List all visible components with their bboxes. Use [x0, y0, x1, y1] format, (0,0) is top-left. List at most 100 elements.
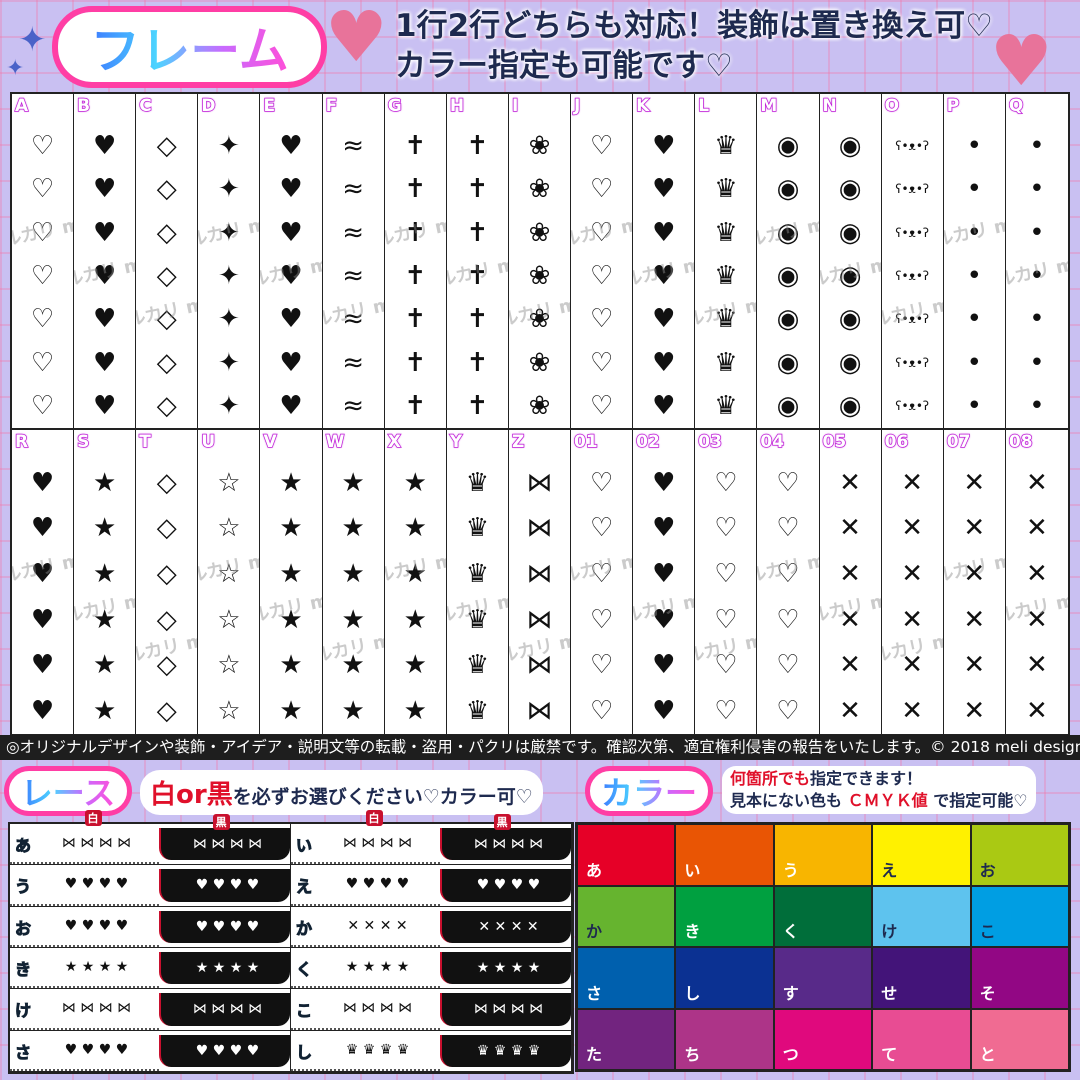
lace-option-け[interactable]: け ⋈ ⋈ ⋈ ⋈ ⋈ ⋈ ⋈ ⋈: [10, 989, 291, 1031]
lace-white-variant[interactable]: 白 ⋈ ⋈ ⋈ ⋈: [291, 810, 440, 865]
lace-black-variant[interactable]: ♥ ♥ ♥ ♥: [440, 869, 571, 902]
lace-white-variant[interactable]: ♥ ♥ ♥ ♥: [10, 865, 159, 906]
lace-option-か[interactable]: か ✕ ✕ ✕ ✕ ✕ ✕ ✕ ✕: [291, 906, 572, 948]
frame-option-I[interactable]: I❀❀❀❀❀❀❀メルカリ meli design 転載盗用持込厳禁: [509, 94, 572, 428]
frame-option-T[interactable]: T◇◇◇◇◇◇メルカリ meli design 転載盗用持込厳禁: [136, 430, 199, 734]
frame-option-05[interactable]: 05✕✕✕✕✕✕メルカリ meli design 転載盗用持込厳禁: [820, 430, 882, 734]
lace-white-variant[interactable]: ★ ★ ★ ★: [10, 948, 159, 989]
frame-option-Y[interactable]: Y♛♛♛♛♛♛メルカリ meli design 転載盗用持込厳禁: [447, 430, 509, 734]
color-swatch-た[interactable]: た: [577, 1008, 676, 1070]
lace-black-variant[interactable]: ♥ ♥ ♥ ♥: [159, 1034, 290, 1067]
color-swatch-と[interactable]: と: [970, 1008, 1069, 1070]
frame-option-V[interactable]: V★★★★★★メルカリ meli design 転載盗用持込厳禁: [260, 430, 323, 734]
lace-option-く[interactable]: く ★ ★ ★ ★ ★ ★ ★ ★: [291, 947, 572, 990]
heart-outline-icon: ♡: [589, 559, 614, 590]
color-swatch-え[interactable]: え: [872, 824, 971, 886]
lace-black-variant[interactable]: ⋈ ⋈ ⋈ ⋈: [159, 993, 290, 1026]
frame-option-Q[interactable]: Q•••••••メルカリ meli design 転載盗用持込厳禁: [1006, 94, 1068, 428]
lace-option-き[interactable]: き ★ ★ ★ ★ ★ ★ ★ ★: [10, 947, 291, 990]
frame-option-J[interactable]: J♡♡♡♡♡♡♡メルカリ meli design 転載盗用持込厳禁: [571, 94, 634, 428]
frame-option-W[interactable]: W★★★★★★メルカリ meli design 転載盗用持込厳禁: [323, 430, 385, 734]
frame-option-D[interactable]: D✦✦✦✦✦✦✦メルカリ meli design 転載盗用持込厳禁: [198, 94, 261, 428]
color-swatch-か[interactable]: か: [577, 885, 676, 947]
color-swatch-す[interactable]: す: [773, 947, 873, 1009]
lace-white-variant[interactable]: ⋈ ⋈ ⋈ ⋈: [291, 989, 440, 1030]
lace-white-variant[interactable]: ♥ ♥ ♥ ♥: [10, 1031, 159, 1071]
color-swatch-つ[interactable]: つ: [773, 1008, 873, 1070]
lace-black-variant[interactable]: ♥ ♥ ♥ ♥: [159, 869, 290, 902]
frame-option-H[interactable]: H✝✝✝✝✝✝✝メルカリ meli design 転載盗用持込厳禁: [447, 94, 509, 428]
color-swatch-さ[interactable]: さ: [577, 947, 676, 1009]
frame-option-E[interactable]: E♥♥♥♥♥♥♥メルカリ meli design 転載盗用持込厳禁: [260, 94, 323, 428]
frame-option-M[interactable]: M◉◉◉◉◉◉◉メルカリ meli design 転載盗用持込厳禁: [757, 94, 820, 428]
lace-white-variant[interactable]: ★ ★ ★ ★: [291, 948, 440, 989]
lace-black-variant[interactable]: ♥ ♥ ♥ ♥: [159, 910, 290, 943]
lace-black-variant[interactable]: ♛ ♛ ♛ ♛: [440, 1034, 571, 1067]
lace-white-variant[interactable]: ♥ ♥ ♥ ♥: [10, 907, 159, 947]
lace-white-variant[interactable]: 白 ⋈ ⋈ ⋈ ⋈: [10, 810, 159, 865]
lace-white-variant[interactable]: ♥ ♥ ♥ ♥: [291, 865, 440, 906]
frame-option-07[interactable]: 07✕✕✕✕✕✕メルカリ meli design 転載盗用持込厳禁: [944, 430, 1006, 734]
lace-white-variant[interactable]: ✕ ✕ ✕ ✕: [291, 907, 440, 947]
lace-black-variant[interactable]: ★ ★ ★ ★: [159, 951, 290, 985]
frame-option-08[interactable]: 08✕✕✕✕✕✕メルカリ meli design 転載盗用持込厳禁: [1006, 430, 1068, 734]
crown-icon: ♛: [465, 604, 490, 635]
heart-icon: ♥: [30, 513, 55, 544]
frame-option-N[interactable]: N◉◉◉◉◉◉◉メルカリ meli design 転載盗用持込厳禁: [820, 94, 882, 428]
lace-option-う[interactable]: う ♥ ♥ ♥ ♥ ♥ ♥ ♥ ♥: [10, 865, 291, 907]
sparkle-icon: ✦: [18, 20, 47, 60]
lace-white-variant[interactable]: ⋈ ⋈ ⋈ ⋈: [10, 989, 159, 1030]
color-swatch-そ[interactable]: そ: [970, 947, 1069, 1009]
frame-option-X[interactable]: X★★★★★★メルカリ meli design 転載盗用持込厳禁: [385, 430, 447, 734]
frame-option-S[interactable]: S★★★★★★メルカリ meli design 転載盗用持込厳禁: [74, 430, 137, 734]
frame-option-L[interactable]: L♛♛♛♛♛♛♛メルカリ meli design 転載盗用持込厳禁: [695, 94, 758, 428]
lace-option-し[interactable]: し ♛ ♛ ♛ ♛ ♛ ♛ ♛ ♛: [291, 1030, 572, 1072]
color-swatch-せ[interactable]: せ: [872, 947, 971, 1009]
frame-option-C[interactable]: C◇◇◇◇◇◇◇メルカリ meli design 転載盗用持込厳禁: [136, 94, 199, 428]
lace-option-お[interactable]: お ♥ ♥ ♥ ♥ ♥ ♥ ♥ ♥: [10, 906, 291, 948]
frame-option-U[interactable]: U☆☆☆☆☆☆メルカリ meli design 転載盗用持込厳禁: [198, 430, 261, 734]
frame-option-04[interactable]: 04♡♡♡♡♡♡メルカリ meli design 転載盗用持込厳禁: [757, 430, 820, 734]
frame-option-06[interactable]: 06✕✕✕✕✕✕メルカリ meli design 転載盗用持込厳禁: [882, 430, 944, 734]
color-swatch-ち[interactable]: ち: [675, 1008, 774, 1070]
color-swatch-き[interactable]: き: [675, 885, 774, 947]
color-swatch-て[interactable]: て: [872, 1008, 971, 1070]
frame-option-A[interactable]: A♡♡♡♡♡♡♡メルカリ meli design 転載盗用持込厳禁: [12, 94, 75, 428]
lace-black-variant[interactable]: 黒 ⋈ ⋈ ⋈ ⋈: [159, 814, 290, 861]
color-swatch-け[interactable]: け: [872, 885, 971, 947]
lace-black-variant[interactable]: 黒 ⋈ ⋈ ⋈ ⋈: [440, 814, 571, 861]
lace-white-variant[interactable]: ♛ ♛ ♛ ♛: [291, 1031, 440, 1071]
color-swatch-く[interactable]: く: [773, 885, 873, 947]
lace-black-variant[interactable]: ✕ ✕ ✕ ✕: [440, 910, 571, 943]
color-swatch-し[interactable]: し: [675, 947, 774, 1009]
lace-black-variant[interactable]: ★ ★ ★ ★: [440, 951, 571, 985]
lace-option-え[interactable]: え ♥ ♥ ♥ ♥ ♥ ♥ ♥ ♥: [291, 865, 572, 907]
lace-option-こ[interactable]: こ ⋈ ⋈ ⋈ ⋈ ⋈ ⋈ ⋈ ⋈: [291, 989, 572, 1031]
frame-option-P[interactable]: P•••••••メルカリ meli design 転載盗用持込厳禁: [944, 94, 1006, 428]
bear-icon: ʕ•ᴥ•ʔ: [895, 312, 930, 327]
frame-option-R[interactable]: R♥♥♥♥♥♥メルカリ meli design 転載盗用持込厳禁: [12, 430, 75, 734]
frame-option-02[interactable]: 02♥♥♥♥♥♥メルカリ meli design 転載盗用持込厳禁: [633, 430, 696, 734]
lace-option-い[interactable]: い 白 ⋈ ⋈ ⋈ ⋈ 黒 ⋈ ⋈ ⋈ ⋈: [291, 810, 572, 866]
color-swatch-う[interactable]: う: [773, 824, 873, 886]
frame-option-Z[interactable]: Z⋈⋈⋈⋈⋈⋈メルカリ meli design 転載盗用持込厳禁: [509, 430, 572, 734]
swatch-label: せ: [881, 983, 898, 1003]
frame-option-03[interactable]: 03♡♡♡♡♡♡メルカリ meli design 転載盗用持込厳禁: [695, 430, 758, 734]
frame-option-G[interactable]: G✝✝✝✝✝✝✝メルカリ meli design 転載盗用持込厳禁: [385, 94, 447, 428]
frame-option-01[interactable]: 01♡♡♡♡♡♡メルカリ meli design 転載盗用持込厳禁: [571, 430, 634, 734]
color-swatch-あ[interactable]: あ: [577, 824, 676, 886]
heart-icon: ♥: [93, 174, 117, 205]
lace-option-あ[interactable]: あ 白 ⋈ ⋈ ⋈ ⋈ 黒 ⋈ ⋈ ⋈ ⋈: [10, 810, 291, 866]
lace-option-さ[interactable]: さ ♥ ♥ ♥ ♥ ♥ ♥ ♥ ♥: [10, 1030, 291, 1072]
copyright-notice: ◎オリジナルデザインや装飾・アイデア・説明文等の転載・盗用・パクリは厳禁です。確…: [0, 735, 1080, 760]
frame-option-F[interactable]: F≈≈≈≈≈≈≈メルカリ meli design 転載盗用持込厳禁: [323, 94, 385, 428]
cross-icon: ✝: [466, 174, 489, 205]
frame-option-K[interactable]: K♥♥♥♥♥♥♥メルカリ meli design 転載盗用持込厳禁: [633, 94, 696, 428]
frame-option-B[interactable]: B♥♥♥♥♥♥♥メルカリ meli design 転載盗用持込厳禁: [74, 94, 137, 428]
color-swatch-お[interactable]: お: [970, 824, 1069, 886]
color-swatch-い[interactable]: い: [675, 824, 774, 886]
color-swatch-こ[interactable]: こ: [970, 885, 1069, 947]
swatch-label: そ: [979, 983, 996, 1003]
lace-black-variant[interactable]: ⋈ ⋈ ⋈ ⋈: [440, 993, 571, 1026]
